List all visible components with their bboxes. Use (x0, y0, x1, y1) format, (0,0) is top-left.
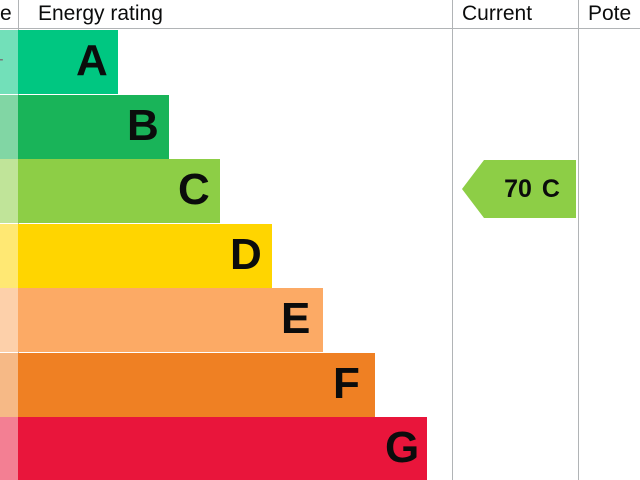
current-rating-score: 70 (504, 175, 532, 203)
column-header-energy-rating: Energy rating (38, 2, 163, 25)
band-bar-c (18, 159, 220, 223)
current-column-divider (452, 0, 453, 480)
band-score-range-c: 0 (0, 159, 18, 223)
band-bar-g (18, 417, 427, 480)
current-rating-arrow: 70 C (462, 160, 576, 218)
band-bar-e (18, 288, 323, 352)
band-score-range-b: 1 (0, 94, 18, 159)
band-bar-a (18, 30, 118, 94)
band-score-range-g: 0 (0, 417, 18, 480)
band-score-range-e: 4 (0, 288, 18, 352)
band-letter-c: C (178, 165, 210, 214)
band-letter-a: A (76, 36, 108, 85)
band-score-range-d: 8 (0, 223, 18, 288)
column-header-potential: Pote (588, 2, 632, 25)
band-bar-d (18, 223, 272, 288)
band-score-range-a: 2+ (0, 30, 18, 94)
band-bar-f (18, 352, 375, 417)
band-letter-d: D (230, 229, 262, 279)
column-header-current: Current (462, 2, 533, 25)
band-letter-g: G (385, 423, 420, 472)
column-header-score: e (0, 2, 12, 25)
header-divider (0, 28, 640, 29)
band-letter-f: F (333, 358, 360, 408)
potential-column-divider (578, 0, 579, 480)
band-bar-b (18, 94, 169, 159)
table-header-row: e Energy rating Current Pote (0, 0, 640, 28)
band-letter-e: E (281, 294, 311, 343)
band-letter-b: B (127, 100, 159, 150)
current-rating-band: C (541, 175, 560, 203)
band-score-range-f: 8 (0, 352, 18, 417)
